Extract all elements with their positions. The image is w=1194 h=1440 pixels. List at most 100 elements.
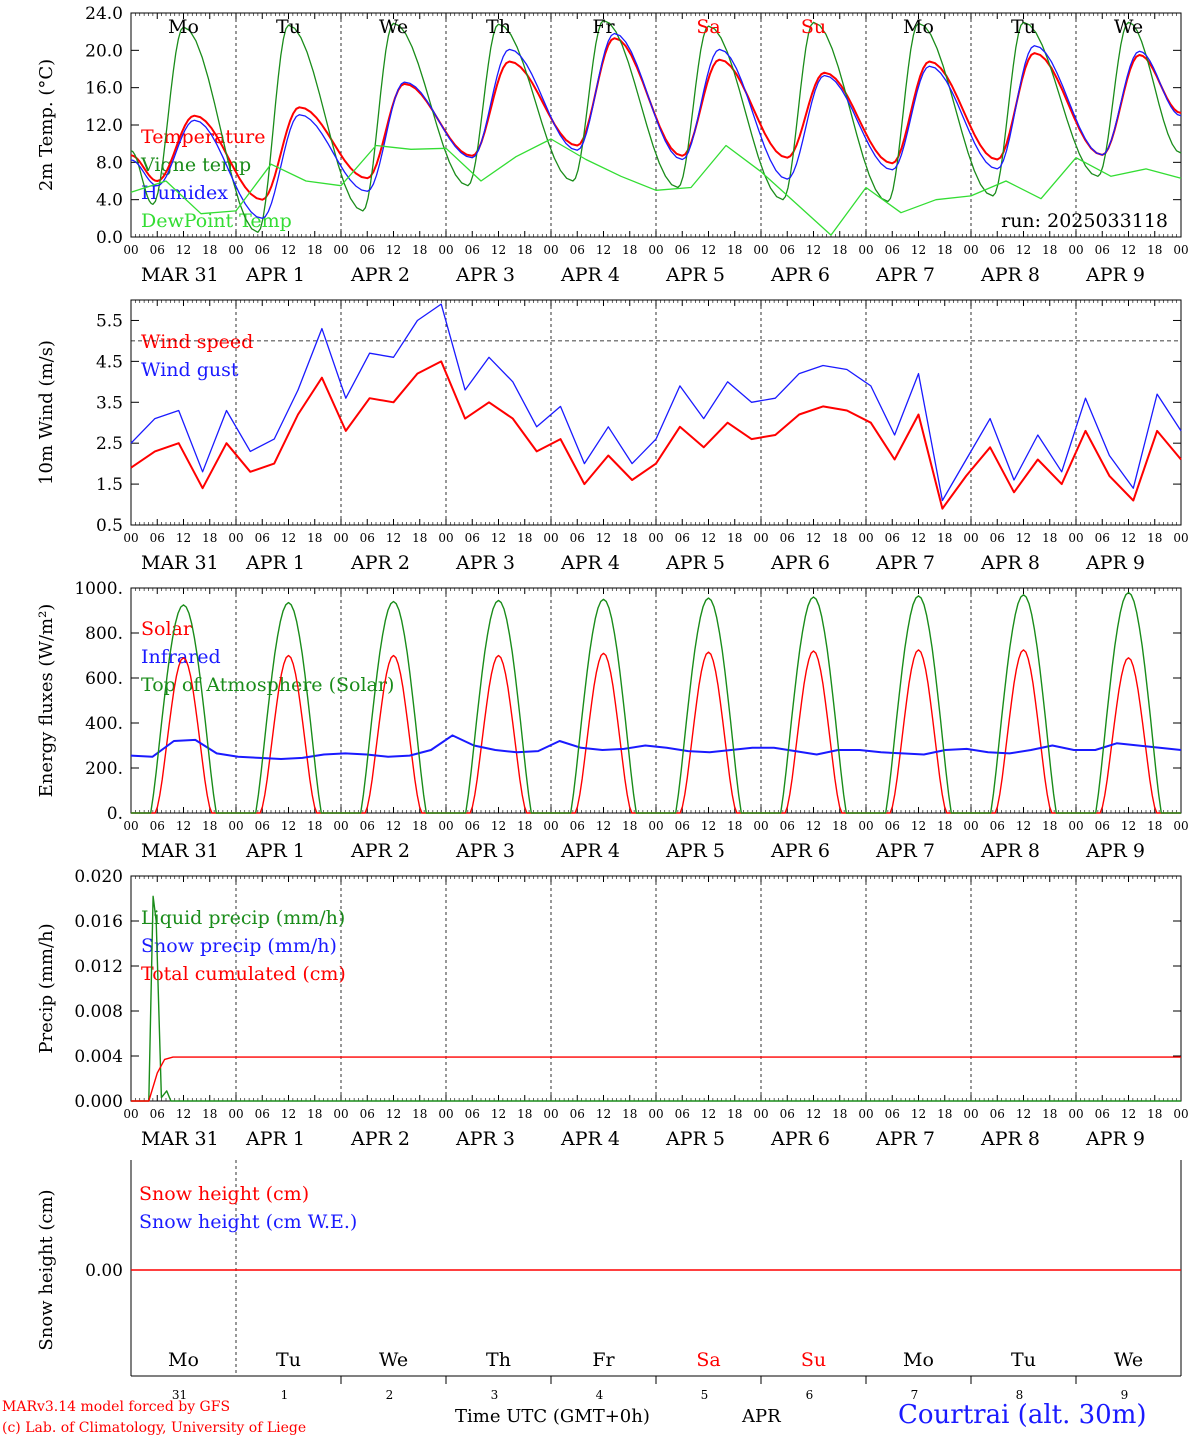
time-axis-label: Time UTC (GMT+0h) (455, 1406, 650, 1427)
y-tick-label: 0.008 (74, 1002, 123, 1022)
hour-tick-label: 12 (386, 243, 401, 257)
series-wind-gust (130, 303, 1182, 502)
weekday-label: Mo (168, 16, 199, 38)
y-axis-label: Snow height (cm) (36, 1189, 57, 1350)
y-tick-label: 4.5 (96, 352, 123, 372)
hour-tick-label: 06 (885, 243, 900, 257)
weekday-label: Su (801, 1349, 826, 1371)
hour-tick-label: 00 (648, 819, 663, 833)
hour-tick-label: 00 (333, 243, 348, 257)
hour-tick-label: 06 (150, 1107, 165, 1121)
hour-tick-label: 06 (1095, 531, 1110, 545)
hour-tick-label: 18 (307, 819, 322, 833)
weekday-label: We (379, 16, 408, 38)
hour-tick-label: 00 (1068, 1107, 1083, 1121)
hour-tick-label: 00 (438, 1107, 453, 1121)
y-axis-label: 10m Wind (m/s) (36, 340, 57, 485)
day-number: 2 (386, 1388, 394, 1402)
y-tick-label: 3.5 (96, 393, 123, 413)
y-tick-label: 5.5 (96, 311, 123, 331)
hour-tick-label: 00 (123, 243, 138, 257)
hour-tick-label: 18 (1042, 819, 1057, 833)
plot-frame (130, 587, 1182, 814)
hour-tick-label: 18 (622, 1107, 637, 1121)
weekday-label: Tu (1011, 16, 1036, 38)
hour-tick-label: 18 (1147, 243, 1162, 257)
y-axis-label: Precip (mm/h) (36, 923, 57, 1053)
day-label: APR 8 (980, 264, 1040, 286)
hour-tick-label: 12 (806, 1107, 821, 1121)
hour-tick-label: 06 (570, 819, 585, 833)
day-label: APR 6 (770, 264, 830, 286)
legend-entry: Wind speed (141, 331, 253, 353)
weekday-label: Mo (903, 1349, 934, 1371)
weekday-label: Fr (592, 1349, 615, 1371)
hour-tick-label: 18 (202, 1107, 217, 1121)
model-credit: MARv3.14 model forced by GFS (2, 1399, 231, 1415)
y-tick-label: 400. (85, 714, 123, 734)
hour-tick-label: 00 (963, 243, 978, 257)
hour-tick-label: 00 (228, 1107, 243, 1121)
hour-tick-label: 12 (281, 243, 296, 257)
hour-tick-label: 06 (255, 1107, 270, 1121)
hour-tick-label: 18 (202, 819, 217, 833)
hour-tick-label: 06 (780, 243, 795, 257)
day-label: APR 5 (665, 1128, 725, 1150)
hour-tick-label: 12 (491, 243, 506, 257)
hour-tick-label: 12 (176, 531, 191, 545)
hour-tick-label: 00 (963, 531, 978, 545)
hour-tick-label: 00 (858, 531, 873, 545)
hour-tick-label: 00 (648, 531, 663, 545)
series-top-of-atmosphere-solar- (131, 591, 1181, 814)
hour-tick-label: 06 (360, 819, 375, 833)
y-axis-label: Energy fluxes (W/m²) (36, 604, 57, 798)
legend-entry: Snow height (cm) (139, 1183, 309, 1205)
hour-tick-label: 18 (727, 531, 742, 545)
hour-tick-label: 12 (281, 531, 296, 545)
hour-tick-label: 12 (1016, 1107, 1031, 1121)
lab-credit: (c) Lab. of Climatology, University of L… (2, 1420, 307, 1436)
weekday-label: We (379, 1349, 408, 1371)
legend-entry: Snow height (cm W.E.) (139, 1211, 357, 1233)
hour-tick-label: 12 (806, 243, 821, 257)
hour-tick-label: 18 (727, 1107, 742, 1121)
day-label: APR 6 (770, 552, 830, 574)
hour-tick-label: 00 (543, 531, 558, 545)
day-label: APR 4 (560, 840, 620, 862)
hour-tick-label: 06 (150, 243, 165, 257)
hour-tick-label: 06 (990, 243, 1005, 257)
hour-tick-label: 00 (1173, 1107, 1188, 1121)
hour-tick-label: 00 (963, 1107, 978, 1121)
hour-tick-label: 18 (727, 819, 742, 833)
day-label: APR 9 (1085, 552, 1145, 574)
hour-tick-label: 00 (1173, 819, 1188, 833)
hour-tick-label: 18 (202, 243, 217, 257)
day-label: APR 1 (245, 840, 305, 862)
hour-tick-label: 12 (1016, 243, 1031, 257)
weekday-label: Th (486, 1349, 511, 1371)
hour-tick-label: 06 (675, 1107, 690, 1121)
hour-tick-label: 12 (701, 1107, 716, 1121)
run-label: run: 2025033118 (1001, 210, 1168, 232)
series-humidex (130, 32, 1182, 219)
hour-tick-label: 00 (438, 243, 453, 257)
hour-tick-label: 06 (150, 819, 165, 833)
hour-tick-label: 00 (1068, 531, 1083, 545)
hour-tick-label: 00 (753, 819, 768, 833)
hour-tick-label: 00 (438, 819, 453, 833)
weekday-label: Mo (168, 1349, 199, 1371)
hour-tick-label: 12 (1016, 531, 1031, 545)
day-label: APR 2 (350, 552, 410, 574)
day-label: APR 5 (665, 840, 725, 862)
hour-tick-label: 00 (123, 531, 138, 545)
y-tick-label: 20.0 (85, 41, 123, 61)
series-infrared (130, 734, 1182, 760)
hour-tick-label: 00 (228, 531, 243, 545)
day-label: APR 3 (455, 264, 515, 286)
day-label: APR 8 (980, 840, 1040, 862)
hour-tick-label: 12 (596, 531, 611, 545)
hour-tick-label: 18 (517, 243, 532, 257)
panel-energy: 00 06 12 18 00 06 12 18 00 06 12 18 00 06 12 18 00 06 12 18… (36, 579, 1189, 862)
hour-tick-label: 00 (753, 243, 768, 257)
